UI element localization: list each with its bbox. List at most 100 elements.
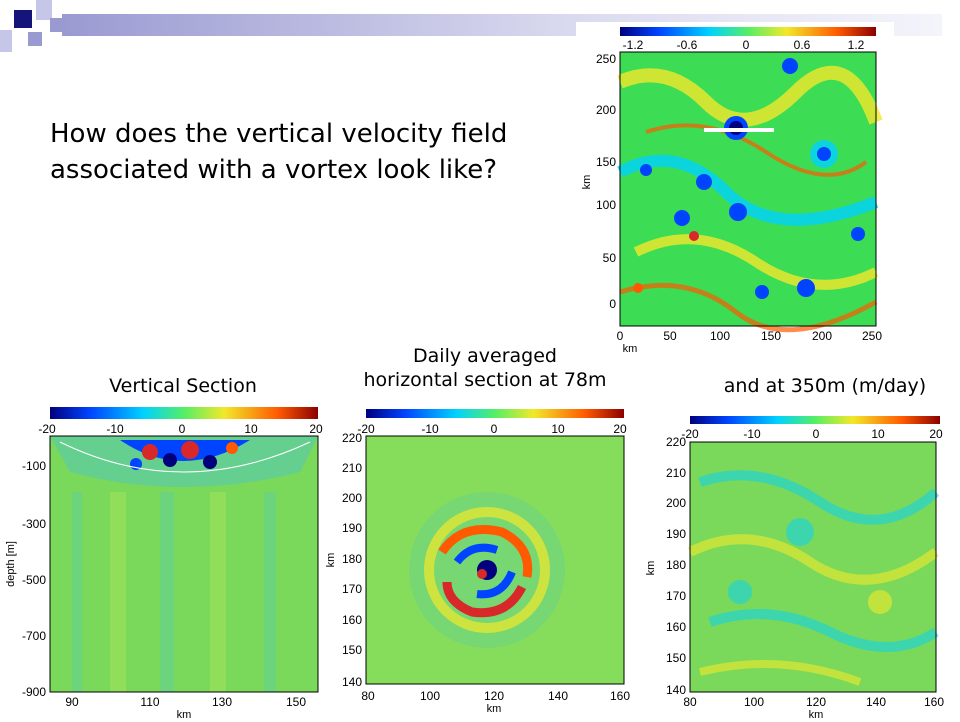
mid-cbar-tick-4: 10 xyxy=(551,422,565,436)
caption-vertical-section: Vertical Section xyxy=(109,375,257,397)
vert-cbar-tick-4: 10 xyxy=(244,422,258,436)
mid-x-tick-140: 140 xyxy=(548,689,568,703)
top-map-x-ticks: 0 50 100 150 200 250 xyxy=(617,329,883,343)
vert-cbar-tick-2: -10 xyxy=(106,422,124,436)
top-map-y-ticks: 250 200 150 100 50 0 xyxy=(596,52,616,311)
vert-cbar-tick-3: 0 xyxy=(179,422,186,436)
corner-square-lavender-1 xyxy=(36,0,52,20)
right-x-tick-160: 160 xyxy=(924,695,944,709)
vert-y-tick-700: -700 xyxy=(22,629,46,643)
top-map-plot xyxy=(617,51,883,333)
mid-x-tick-160: 160 xyxy=(610,689,630,703)
mid-ylabel: km xyxy=(325,553,337,568)
right-colorbar-ticks: -20 -10 0 10 20 xyxy=(681,427,943,441)
top-y-tick-250: 250 xyxy=(596,52,616,66)
top-x-tick-250: 250 xyxy=(862,329,882,343)
caption-horizontal-section: Daily averaged horizontal section at 78m xyxy=(340,344,630,392)
right-cbar-tick-4: 10 xyxy=(871,427,885,441)
top-map-ylabel: km xyxy=(581,175,593,190)
top-map-xlabel: km xyxy=(623,343,638,355)
vertical-colorbar-ticks: -20 -10 0 10 20 xyxy=(38,422,323,436)
mid-y-tick-160: 160 xyxy=(342,613,362,627)
top-cbar-tick-3: 0 xyxy=(743,38,750,52)
right-x-tick-120: 120 xyxy=(806,695,826,709)
slide-title: How does the vertical velocity field ass… xyxy=(50,116,507,188)
right-y-tick-220: 220 xyxy=(666,435,686,449)
corner-square-navy xyxy=(14,10,32,28)
vert-y-tick-100: -100 xyxy=(22,459,46,473)
mid-y-tick-200: 200 xyxy=(342,491,362,505)
right-y-tick-180: 180 xyxy=(666,558,686,572)
horizontal-350m-figure: -20 -10 0 10 20 220 210 200 190 180 170 … xyxy=(645,416,944,721)
top-y-tick-150: 150 xyxy=(596,155,616,169)
caption-horizontal-line-1: Daily averaged xyxy=(413,345,557,367)
top-x-tick-150: 150 xyxy=(761,329,781,343)
vert-x-tick-150: 150 xyxy=(286,695,306,709)
top-cbar-tick-4: 0.6 xyxy=(794,38,811,52)
right-colorbar xyxy=(690,416,940,424)
top-x-tick-0: 0 xyxy=(617,329,624,343)
right-x-tick-80: 80 xyxy=(683,695,697,709)
right-ylabel: km xyxy=(645,561,657,576)
vert-y-tick-900: -900 xyxy=(22,685,46,699)
caption-horizontal-line-2: horizontal section at 78m xyxy=(363,369,607,391)
right-y-tick-170: 170 xyxy=(666,589,686,603)
vertical-colorbar xyxy=(50,407,318,419)
right-x-ticks: 80 100 120 140 160 xyxy=(683,695,944,709)
caption-deep-section: and at 350m (m/day) xyxy=(723,375,927,397)
horizontal-78m-figure: -20 -10 0 10 20 220 210 200 190 180 170 … xyxy=(325,409,630,715)
mid-y-tick-220: 220 xyxy=(342,431,362,445)
mid-x-tick-100: 100 xyxy=(420,689,440,703)
mid-colorbar-ticks: -20 -10 0 10 20 xyxy=(357,422,627,436)
top-map-colorbar-ticks: -1.2 -0.6 0 0.6 1.2 xyxy=(623,38,865,52)
right-cbar-tick-2: -10 xyxy=(743,427,761,441)
corner-square-lavender-2 xyxy=(0,30,12,52)
mid-xlabel: km xyxy=(487,703,502,715)
right-x-tick-140: 140 xyxy=(866,695,886,709)
top-y-tick-200: 200 xyxy=(596,103,616,117)
right-x-tick-100: 100 xyxy=(744,695,764,709)
vert-x-tick-110: 110 xyxy=(140,695,159,709)
top-map-colorbar xyxy=(620,27,876,36)
vert-cbar-tick-1: -20 xyxy=(38,422,56,436)
vert-y-tick-300: -300 xyxy=(22,517,46,531)
vert-y-tick-500: -500 xyxy=(22,573,46,587)
top-map-figure: -1.2 -0.6 0 0.6 1.2 250 200 150 100 50 0… xyxy=(581,27,883,355)
top-cbar-tick-5: 1.2 xyxy=(848,38,865,52)
mid-y-tick-210: 210 xyxy=(342,461,362,475)
mid-x-ticks: 80 100 120 140 160 xyxy=(361,689,630,703)
vertical-section-figure: -20 -10 0 10 20 -100 -300 -500 -700 -900… xyxy=(5,407,323,721)
vertical-x-ticks: 90 110 130 150 xyxy=(65,695,306,709)
vert-x-tick-90: 90 xyxy=(65,695,79,709)
top-y-tick-50: 50 xyxy=(603,251,617,265)
mid-cbar-tick-1: -20 xyxy=(357,422,375,436)
right-xlabel: km xyxy=(809,709,824,721)
slide-title-line-2: associated with a vortex look like? xyxy=(50,155,498,185)
right-y-ticks: 220 210 200 190 180 170 160 150 140 xyxy=(666,435,686,697)
vert-cbar-tick-5: 20 xyxy=(309,422,323,436)
corner-square-lavender-4 xyxy=(50,18,64,32)
right-cbar-tick-3: 0 xyxy=(813,427,820,441)
vertical-plot xyxy=(49,435,319,693)
right-y-tick-210: 210 xyxy=(666,466,686,480)
vertical-xlabel: km xyxy=(177,709,192,721)
mid-y-tick-180: 180 xyxy=(342,552,362,566)
mid-y-tick-190: 190 xyxy=(342,521,362,535)
top-cbar-tick-2: -0.6 xyxy=(677,38,698,52)
right-y-tick-140: 140 xyxy=(666,683,686,697)
mid-y-tick-150: 150 xyxy=(342,643,362,657)
top-y-tick-100: 100 xyxy=(596,198,616,212)
right-cbar-tick-5: 20 xyxy=(929,427,943,441)
top-y-tick-0: 0 xyxy=(609,297,616,311)
mid-y-ticks: 220 210 200 190 180 170 160 150 140 xyxy=(342,431,362,689)
mid-x-tick-120: 120 xyxy=(484,689,504,703)
right-y-tick-160: 160 xyxy=(666,620,686,634)
right-y-tick-150: 150 xyxy=(666,651,686,665)
top-cbar-tick-1: -1.2 xyxy=(623,38,644,52)
corner-square-lavender-3 xyxy=(28,32,42,46)
mid-y-tick-140: 140 xyxy=(342,675,362,689)
top-x-tick-200: 200 xyxy=(812,329,832,343)
vert-x-tick-130: 130 xyxy=(212,695,232,709)
right-y-tick-200: 200 xyxy=(666,496,686,510)
top-x-tick-100: 100 xyxy=(710,329,730,343)
